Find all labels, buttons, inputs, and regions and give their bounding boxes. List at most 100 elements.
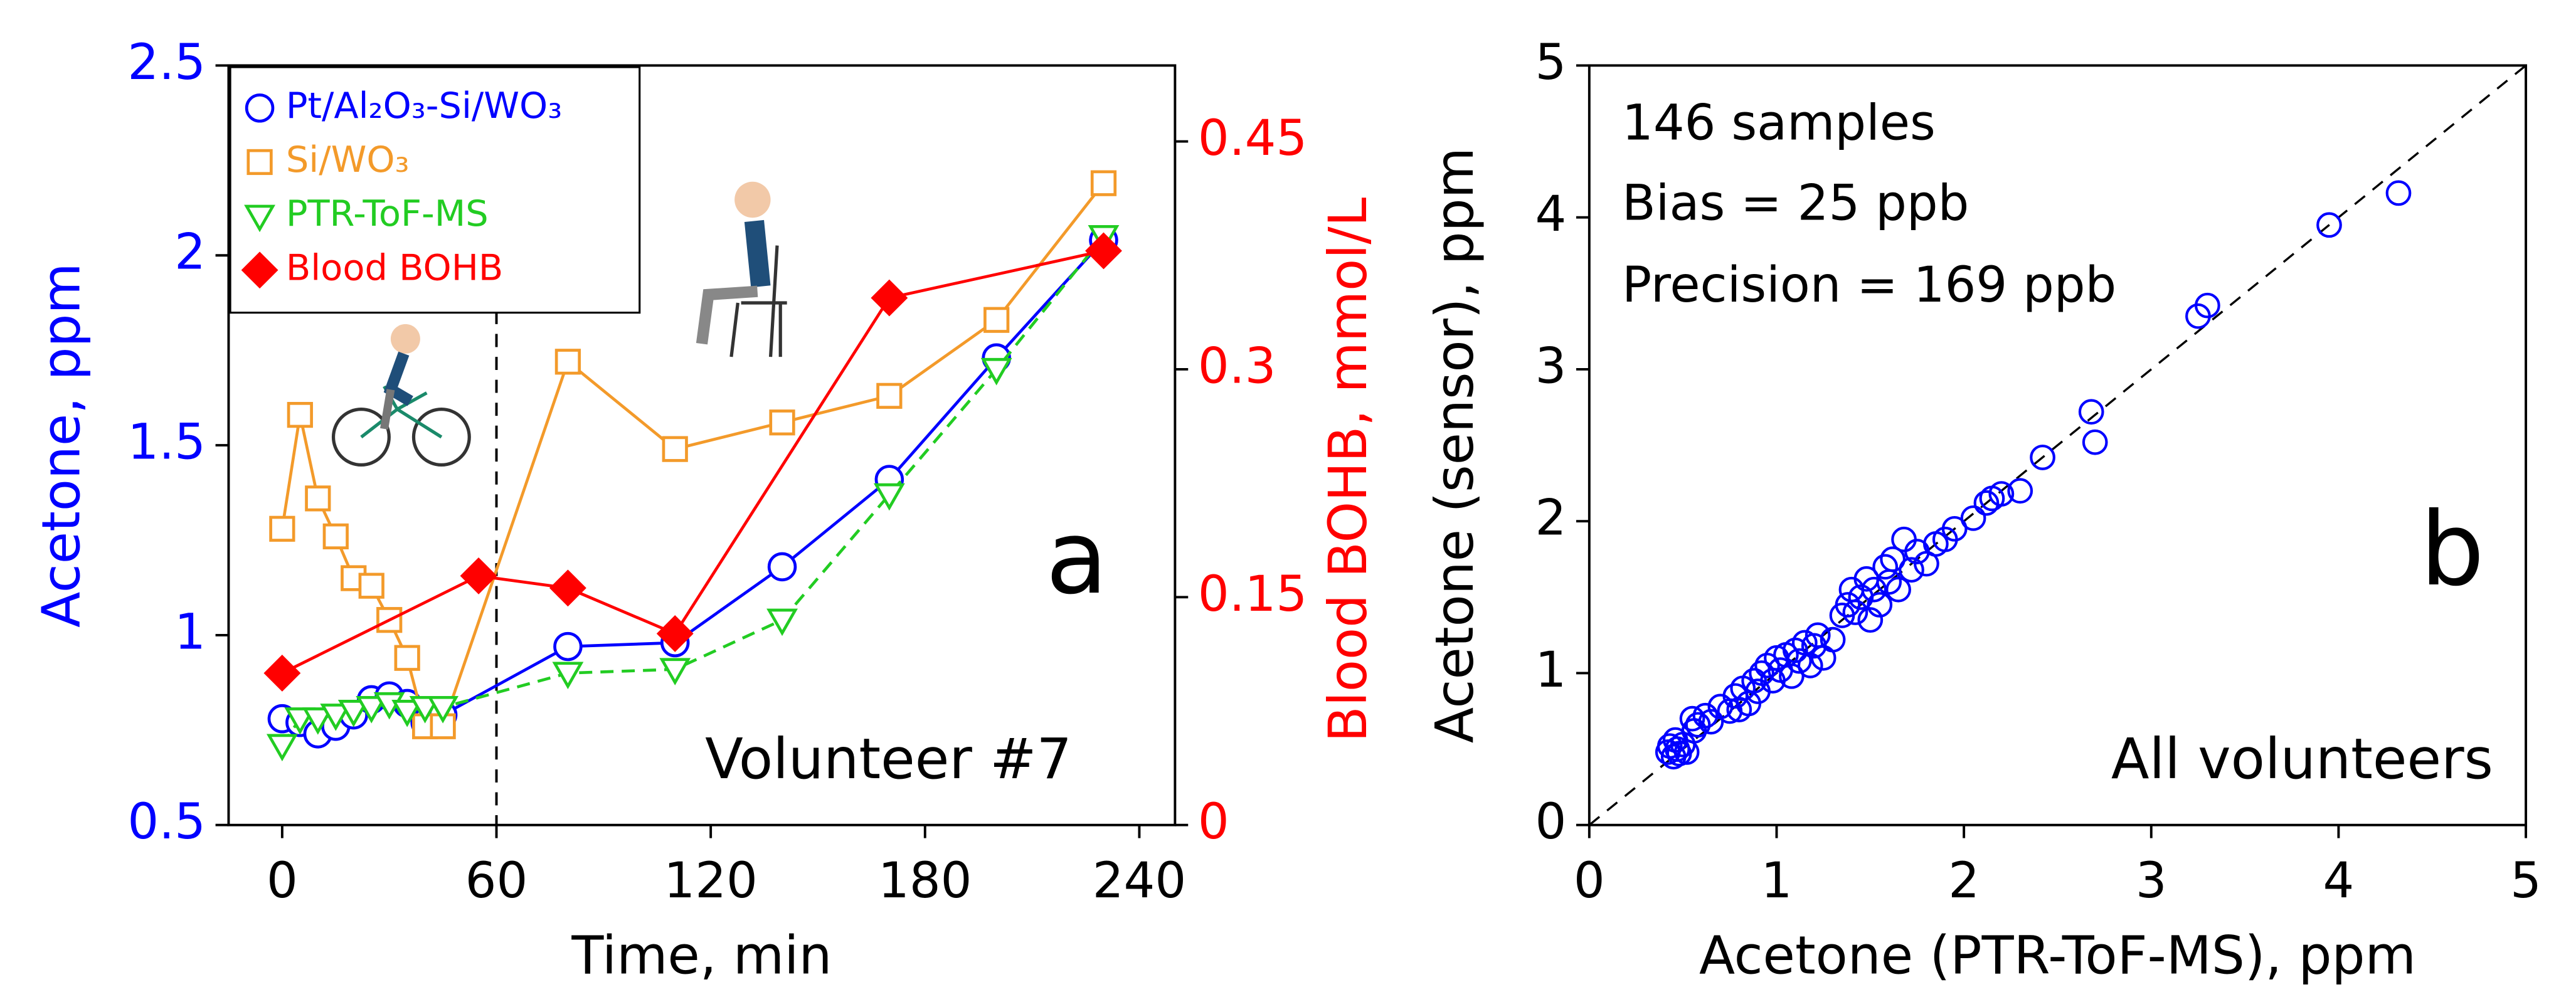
annotation: Precision = 169 ppb (1622, 256, 2116, 314)
marker (554, 349, 581, 375)
marker (767, 552, 797, 582)
marker (460, 557, 497, 594)
x-tick-label: 3 (2136, 852, 2167, 909)
scatter-point (1741, 668, 1768, 694)
annotation: Volunteer #7 (705, 727, 1072, 791)
scatter-point (2316, 212, 2342, 238)
y-tick-label: 1.5 (127, 414, 206, 471)
scatter-point (2082, 429, 2108, 455)
marker (320, 704, 352, 731)
legend-marker (246, 149, 273, 176)
series-line (281, 249, 1104, 675)
scatter-point (1988, 481, 2015, 507)
y-tick-label: 0 (1535, 793, 1566, 850)
scatter-point (1782, 637, 1808, 663)
marker (980, 357, 1012, 386)
y2-tick-label: 0 (1198, 793, 1229, 850)
legend-label: Pt/Al₂O₃-Si/WO₃ (286, 85, 562, 127)
marker (871, 279, 908, 317)
scatter-point (1885, 576, 1911, 603)
scatter-point (1857, 607, 1884, 633)
marker (659, 658, 691, 686)
marker (356, 695, 388, 724)
annotation: a (1046, 499, 1108, 617)
x-axis-label: Acetone (PTR-ToF-MS), ppm (1699, 925, 2416, 986)
x-tick-label: 5 (2510, 852, 2542, 909)
annotation: b (2420, 491, 2484, 609)
scatter-point (1820, 626, 1846, 653)
marker (769, 409, 795, 436)
scatter-point (1679, 705, 1705, 732)
annotation: 146 samples (1622, 94, 1936, 151)
y-axis-label: Acetone (sensor), ppm (1424, 147, 1485, 743)
x-tick-label: 4 (2323, 852, 2355, 909)
scatter-point (2007, 478, 2033, 504)
marker (656, 615, 694, 652)
y2-tick-label: 0.3 (1198, 337, 1276, 394)
x-tick-label: 0 (1574, 852, 1605, 909)
legend-label: Blood BOHB (286, 246, 503, 288)
marker (305, 485, 331, 512)
series-line (280, 182, 1105, 728)
marker (263, 655, 301, 692)
scatter-point (2385, 180, 2412, 206)
scatter-point (1973, 490, 2000, 516)
y-tick-label: 1 (1535, 641, 1566, 699)
scatter-point (1899, 557, 1924, 583)
marker (322, 523, 349, 550)
y2-axis-label: Blood BOHB, mmol/L (1317, 197, 1379, 742)
legend-label: Si/WO₃ (286, 139, 410, 181)
scatter-point (1867, 592, 1893, 618)
illustration-cyclist (331, 324, 471, 467)
marker (876, 383, 903, 409)
scatter-point (1685, 712, 1711, 738)
identity-line (1588, 65, 2527, 826)
legend-label: PTR-ToF-MS (286, 193, 489, 235)
legend-box (229, 66, 641, 314)
scatter-point (1692, 702, 1719, 729)
y-axis-label: Acetone, ppm (30, 263, 92, 628)
x-tick-label: 60 (465, 852, 528, 909)
scatter-point (1960, 505, 1986, 531)
marker (337, 700, 369, 727)
legend-marker (241, 251, 278, 289)
scatter-point (1779, 663, 1805, 689)
scatter-point (1861, 576, 1887, 603)
marker (394, 645, 420, 671)
marker (391, 700, 423, 727)
marker (266, 734, 298, 762)
marker (427, 695, 459, 724)
scatter-point (2030, 445, 2055, 470)
marker (552, 662, 584, 690)
x-tick-label: 180 (878, 852, 972, 909)
scatter-point (2078, 399, 2104, 425)
y-tick-label: 4 (1535, 186, 1566, 243)
x-tick-label: 240 (1093, 852, 1186, 909)
annotation: All volunteers (2111, 727, 2493, 791)
annotation: Bias = 25 ppb (1622, 174, 1969, 231)
x-tick-label: 0 (267, 852, 298, 909)
scatter-point (1835, 592, 1861, 618)
y2-tick-label: 0.45 (1198, 110, 1307, 167)
y-tick-label: 5 (1535, 34, 1566, 91)
marker (287, 401, 313, 428)
marker (549, 569, 586, 607)
y-tick-label: 3 (1535, 337, 1566, 394)
y-tick-label: 0.5 (127, 793, 206, 850)
legend-marker (244, 204, 276, 233)
y-tick-label: 2 (1535, 490, 1566, 547)
marker (873, 483, 905, 511)
marker (358, 573, 384, 599)
marker (553, 631, 583, 662)
scatter-point (1754, 652, 1780, 678)
x-tick-label: 2 (1948, 852, 1980, 909)
x-axis-label: Time, min (571, 925, 832, 986)
scatter-point (2195, 292, 2220, 319)
scatter-point (1880, 546, 1906, 573)
plot-frame (1587, 64, 2528, 826)
marker (662, 436, 688, 462)
marker (302, 707, 334, 735)
scatter-point (1698, 709, 1724, 735)
scatter-point (1941, 515, 1968, 542)
